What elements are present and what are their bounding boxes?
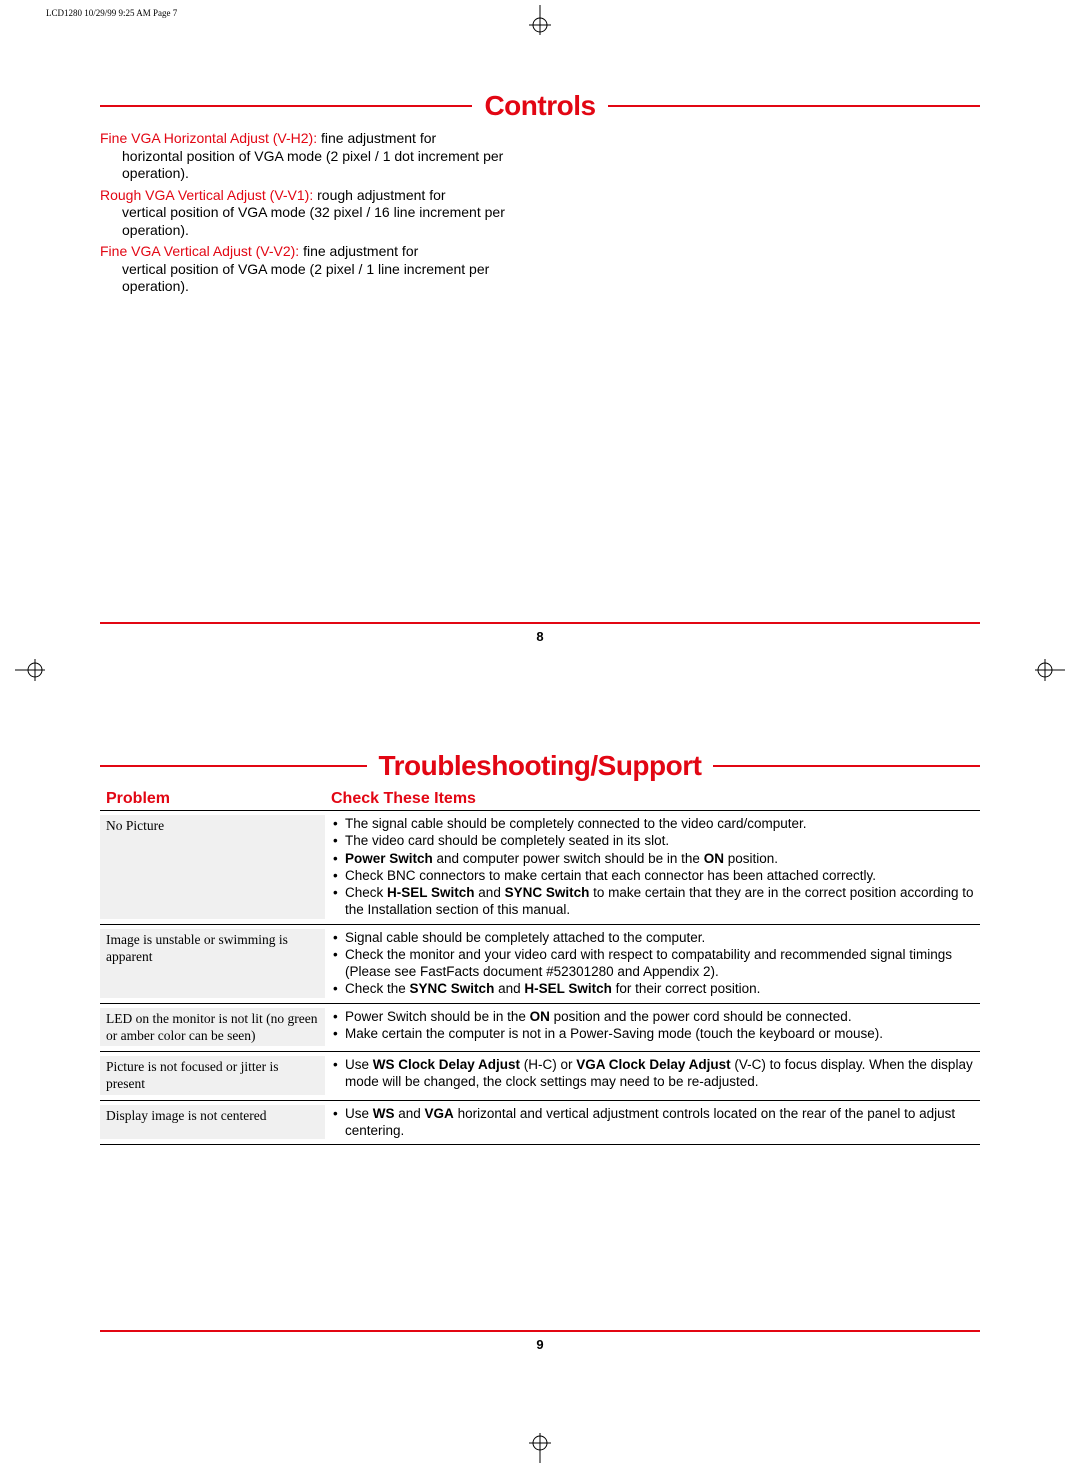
check-item: Use WS and VGA horizontal and vertical a… — [331, 1105, 976, 1140]
check-item: Check BNC connectors to make certain tha… — [331, 867, 976, 884]
check-item: Check H-SEL Switch and SYNC Switch to ma… — [331, 884, 976, 919]
page-footer-8: 8 — [100, 622, 980, 644]
heading-rule-right — [713, 765, 980, 767]
heading-rule-left — [100, 765, 367, 767]
definition-text: fine adjustment for — [299, 243, 418, 259]
page-number: 8 — [100, 629, 980, 644]
problem-cell: Image is unstable or swimming is apparen… — [100, 929, 325, 998]
crop-mark-left — [15, 650, 45, 695]
page-8-content: Controls Fine VGA Horizontal Adjust (V-H… — [100, 90, 980, 300]
definition-item: Fine VGA Horizontal Adjust (V-H2): fine … — [100, 130, 560, 183]
table-row: Picture is not focused or jitter is pres… — [100, 1051, 980, 1100]
page-footer-9: 9 — [100, 1330, 980, 1352]
definition-text: rough adjustment for — [313, 187, 445, 203]
definition-item: Fine VGA Vertical Adjust (V-V2): fine ad… — [100, 243, 560, 296]
column-problem: Problem — [100, 790, 325, 808]
table-header: Problem Check These Items — [100, 790, 980, 810]
check-cell: Use WS Clock Delay Adjust (H-C) or VGA C… — [325, 1056, 980, 1095]
check-cell: Signal cable should be completely attach… — [325, 929, 980, 998]
page-number: 9 — [100, 1337, 980, 1352]
definition-term: Fine VGA Vertical Adjust (V-V2): — [100, 243, 299, 259]
page-9-content: Troubleshooting/Support Problem Check Th… — [100, 750, 980, 1145]
definition-term: Rough VGA Vertical Adjust (V-V1): — [100, 187, 313, 203]
check-item: Power Switch should be in the ON positio… — [331, 1008, 976, 1025]
definition-text-cont: vertical position of VGA mode (32 pixel … — [100, 204, 560, 239]
table-row: Display image is not centeredUse WS and … — [100, 1100, 980, 1146]
check-item: Power Switch and computer power switch s… — [331, 850, 976, 867]
heading-title: Troubleshooting/Support — [379, 750, 702, 782]
crop-mark-right — [1035, 650, 1065, 695]
problem-cell: Display image is not centered — [100, 1105, 325, 1140]
check-item: Use WS Clock Delay Adjust (H-C) or VGA C… — [331, 1056, 976, 1091]
heading-title: Controls — [484, 90, 595, 122]
definition-text-cont: vertical position of VGA mode (2 pixel /… — [100, 261, 560, 296]
definition-text-cont: horizontal position of VGA mode (2 pixel… — [100, 148, 560, 183]
problem-cell: Picture is not focused or jitter is pres… — [100, 1056, 325, 1095]
check-item: Check the SYNC Switch and H-SEL Switch f… — [331, 980, 976, 997]
problem-cell: No Picture — [100, 815, 325, 919]
check-cell: Use WS and VGA horizontal and vertical a… — [325, 1105, 980, 1140]
check-item: The signal cable should be completely co… — [331, 815, 976, 832]
footer-rule — [100, 1330, 980, 1332]
heading-rule-right — [608, 105, 980, 107]
check-item: Check the monitor and your video card wi… — [331, 946, 976, 981]
check-item: The video card should be completely seat… — [331, 832, 976, 849]
section-heading-controls: Controls — [100, 90, 980, 122]
heading-rule-left — [100, 105, 472, 107]
section-heading-troubleshooting: Troubleshooting/Support — [100, 750, 980, 782]
check-item: Make certain the computer is not in a Po… — [331, 1025, 976, 1042]
crop-mark-top — [520, 5, 560, 40]
table-row: Image is unstable or swimming is apparen… — [100, 924, 980, 1003]
column-check: Check These Items — [325, 790, 980, 808]
problem-cell: LED on the monitor is not lit (no green … — [100, 1008, 325, 1047]
footer-rule — [100, 622, 980, 624]
crop-mark-bottom — [520, 1433, 560, 1468]
table-row: LED on the monitor is not lit (no green … — [100, 1003, 980, 1052]
check-item: Signal cable should be completely attach… — [331, 929, 976, 946]
definition-text: fine adjustment for — [317, 130, 436, 146]
definition-term: Fine VGA Horizontal Adjust (V-H2): — [100, 130, 317, 146]
check-cell: Power Switch should be in the ON positio… — [325, 1008, 980, 1047]
check-cell: The signal cable should be completely co… — [325, 815, 980, 919]
troubleshooting-table: Problem Check These Items No Picture The … — [100, 790, 980, 1145]
print-header: LCD1280 10/29/99 9:25 AM Page 7 — [46, 8, 177, 18]
definitions-list: Fine VGA Horizontal Adjust (V-H2): fine … — [100, 130, 560, 296]
definition-item: Rough VGA Vertical Adjust (V-V1): rough … — [100, 187, 560, 240]
table-row: No Picture The signal cable should be com… — [100, 810, 980, 924]
